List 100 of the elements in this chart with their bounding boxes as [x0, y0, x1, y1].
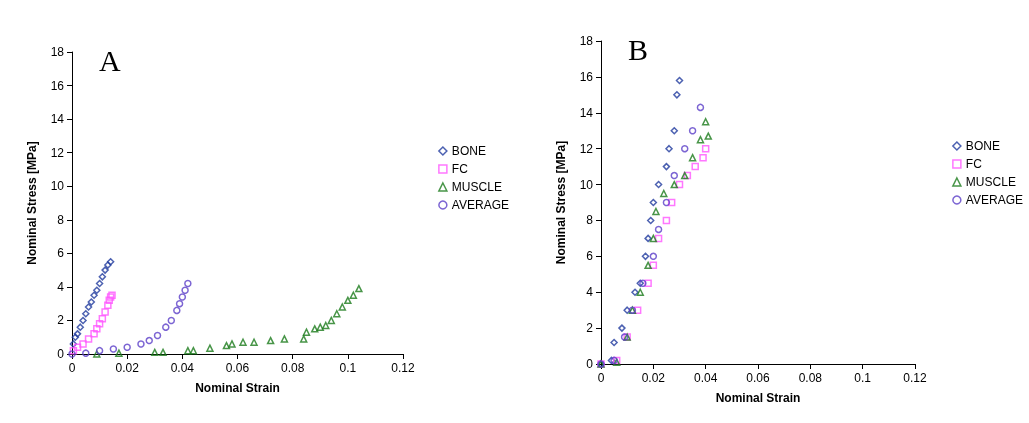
point: [82, 349, 90, 357]
point: [654, 225, 663, 234]
point: [239, 338, 247, 347]
y-axis-title: Nominal Stress [MPa]: [554, 140, 568, 265]
x-tick-label: 0.08: [280, 361, 305, 375]
point: [636, 288, 644, 296]
point: [82, 309, 90, 318]
y-tick-label: 14: [579, 105, 594, 120]
legend-label: AVERAGE: [451, 198, 510, 212]
point: [660, 189, 668, 198]
point: [104, 301, 112, 310]
point: [162, 323, 170, 331]
x-tick-label: 0.06: [746, 371, 770, 385]
point: [646, 216, 655, 225]
point: [173, 306, 181, 315]
point: [316, 323, 324, 331]
y-tick-label: 2: [57, 313, 65, 328]
point: [670, 171, 679, 180]
point: [680, 144, 689, 153]
point: [355, 284, 363, 293]
point: [79, 316, 87, 325]
legend-label: FC: [451, 162, 469, 176]
point: [84, 335, 93, 343]
point: [206, 344, 214, 352]
point: [98, 273, 107, 281]
x-tick-label: 0.08: [798, 371, 823, 385]
point: [649, 234, 658, 243]
point: [73, 343, 82, 352]
y-tick-label: 8: [57, 212, 65, 227]
point: [299, 335, 308, 343]
legend-label: BONE: [965, 139, 1000, 153]
y-tick-label: 10: [579, 177, 594, 192]
point: [654, 180, 663, 189]
point: [665, 144, 673, 153]
chart-title: A: [99, 43, 121, 77]
y-tick-label: 0: [57, 347, 65, 361]
point: [178, 293, 187, 301]
point: [644, 261, 652, 270]
y-tick-label: 4: [586, 285, 594, 300]
x-tick-label: 0.12: [903, 371, 927, 385]
legend-label: AVERAGE: [965, 193, 1024, 207]
y-tick-label: 4: [57, 279, 65, 294]
point: [633, 306, 642, 314]
point: [688, 126, 697, 135]
point: [90, 291, 98, 300]
chart-title: B: [628, 32, 649, 66]
point: [84, 303, 93, 311]
y-tick-label: 16: [579, 69, 594, 84]
point: [101, 308, 109, 316]
point: [79, 340, 87, 348]
legend-label: FC: [965, 157, 983, 171]
point: [95, 279, 104, 288]
point: [73, 330, 82, 338]
point: [137, 340, 145, 348]
point: [250, 338, 258, 347]
point: [618, 324, 626, 332]
point: [623, 306, 631, 314]
point: [105, 296, 113, 305]
x-tick-label: 0.02: [641, 371, 666, 385]
y-tick-label: 2: [586, 321, 594, 336]
point: [109, 345, 118, 353]
point: [175, 299, 184, 308]
y-axis-title: Nominal Stress [MPa]: [25, 141, 39, 265]
point: [652, 207, 660, 216]
point: [151, 348, 159, 357]
y-tick-label: 18: [579, 34, 594, 48]
point: [675, 76, 684, 85]
legend-label: MUSCLE: [451, 180, 502, 194]
point: [228, 340, 236, 348]
x-tick-label: 0.02: [115, 361, 140, 375]
point: [688, 153, 697, 162]
point: [649, 252, 658, 261]
point: [662, 198, 671, 207]
point: [153, 331, 162, 340]
x-axis-title: Nominal Strain: [715, 391, 801, 405]
point: [344, 296, 352, 305]
point: [327, 316, 336, 325]
y-tick-label: 12: [579, 141, 594, 156]
point: [159, 348, 167, 357]
y-tick-label: 12: [50, 145, 65, 160]
point: [349, 291, 358, 300]
x-tick-label: 0.04: [170, 361, 195, 375]
x-tick-label: 0.1: [339, 361, 357, 375]
point: [649, 198, 658, 207]
point: [696, 135, 705, 144]
point: [654, 234, 663, 243]
legend-label: BONE: [451, 144, 486, 158]
point: [641, 252, 650, 261]
point: [76, 323, 85, 331]
x-tick-label: 0.1: [854, 371, 872, 385]
point: [701, 144, 710, 153]
point: [181, 286, 189, 294]
y-tick-label: 16: [50, 78, 65, 93]
x-axis-title: Nominal Strain: [195, 381, 280, 395]
point: [189, 346, 198, 355]
y-tick-label: 6: [57, 246, 65, 261]
point: [93, 325, 101, 333]
point: [322, 321, 330, 330]
y-tick-label: 10: [50, 179, 65, 194]
point: [670, 126, 679, 135]
